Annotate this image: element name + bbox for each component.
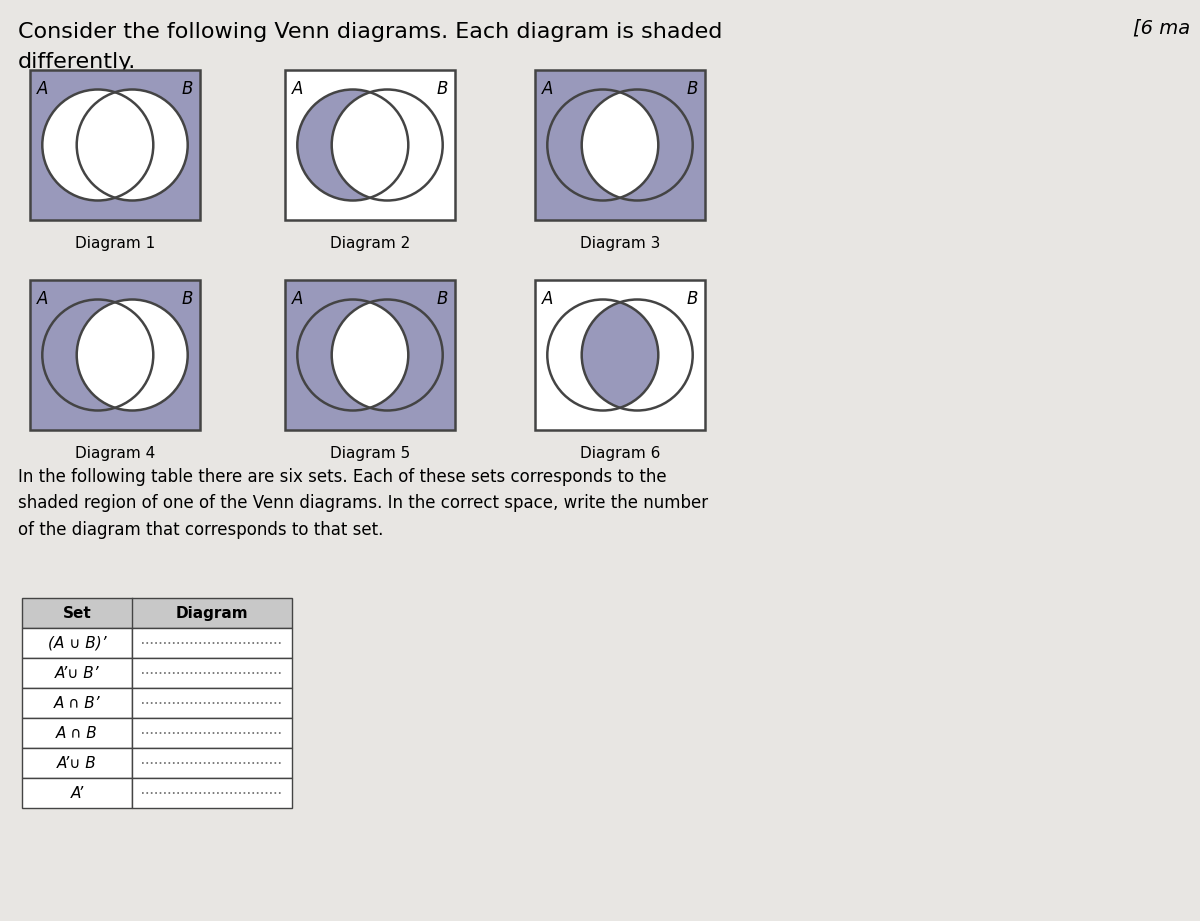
Bar (30, 70, 200, 220)
Text: B: B (686, 290, 698, 308)
Circle shape (331, 89, 443, 201)
Bar (132, 658, 292, 688)
Circle shape (298, 89, 408, 201)
Text: B: B (686, 80, 698, 98)
Bar (286, 280, 455, 430)
Text: A: A (542, 80, 553, 98)
Bar (286, 280, 455, 430)
Text: Consider the following Venn diagrams. Each diagram is shaded: Consider the following Venn diagrams. Ea… (18, 22, 722, 42)
Text: B: B (181, 80, 193, 98)
Bar (22, 658, 132, 688)
Text: Set: Set (62, 605, 91, 621)
Bar (132, 778, 292, 808)
Text: A’∪ B: A’∪ B (58, 755, 97, 771)
Text: A: A (542, 290, 553, 308)
Text: Diagram 3: Diagram 3 (580, 236, 660, 251)
Text: Diagram 4: Diagram 4 (74, 446, 155, 461)
Bar (132, 628, 292, 658)
Bar (30, 70, 200, 220)
Text: Diagram 5: Diagram 5 (330, 446, 410, 461)
Bar (132, 748, 292, 778)
Bar (22, 688, 132, 718)
Circle shape (42, 299, 154, 411)
Bar (132, 688, 292, 718)
Text: Diagram 1: Diagram 1 (74, 236, 155, 251)
Bar (30, 70, 200, 220)
Bar (535, 280, 706, 430)
Circle shape (547, 89, 659, 201)
Bar (286, 280, 455, 430)
Bar (132, 718, 292, 748)
Circle shape (42, 89, 154, 201)
Bar (286, 70, 455, 220)
Text: B: B (181, 290, 193, 308)
Text: A: A (37, 80, 48, 98)
Text: A: A (292, 80, 304, 98)
Text: A: A (292, 290, 304, 308)
Bar (535, 70, 706, 220)
Text: In the following table there are six sets. Each of these sets corresponds to the: In the following table there are six set… (18, 468, 708, 539)
Bar (286, 70, 455, 220)
Bar (30, 280, 200, 430)
Text: A’: A’ (71, 786, 84, 800)
Text: A’∪ B’: A’∪ B’ (55, 666, 100, 681)
Text: Diagram: Diagram (175, 605, 248, 621)
Text: Diagram 6: Diagram 6 (580, 446, 660, 461)
Circle shape (298, 299, 408, 411)
Circle shape (582, 89, 692, 201)
Bar (535, 70, 706, 220)
Bar (535, 70, 706, 220)
Text: (A ∪ B)’: (A ∪ B)’ (48, 635, 107, 650)
Text: B: B (437, 80, 448, 98)
Text: differently.: differently. (18, 52, 137, 72)
Circle shape (547, 89, 659, 201)
Bar (30, 280, 200, 430)
Text: A ∩ B: A ∩ B (56, 726, 98, 740)
Text: A ∩ B’: A ∩ B’ (54, 695, 101, 710)
Text: B: B (437, 290, 448, 308)
Bar (535, 280, 706, 430)
Bar (22, 628, 132, 658)
Circle shape (547, 299, 659, 411)
Text: A: A (37, 290, 48, 308)
Circle shape (77, 299, 187, 411)
Bar (22, 778, 132, 808)
Circle shape (298, 299, 408, 411)
Bar (22, 598, 292, 628)
Circle shape (42, 299, 154, 411)
Bar (22, 748, 132, 778)
Bar (30, 280, 200, 430)
Bar (22, 718, 132, 748)
Circle shape (331, 299, 443, 411)
Text: [6 ma: [6 ma (1133, 18, 1190, 37)
Circle shape (77, 299, 187, 411)
Text: Diagram 2: Diagram 2 (330, 236, 410, 251)
Circle shape (77, 89, 187, 201)
